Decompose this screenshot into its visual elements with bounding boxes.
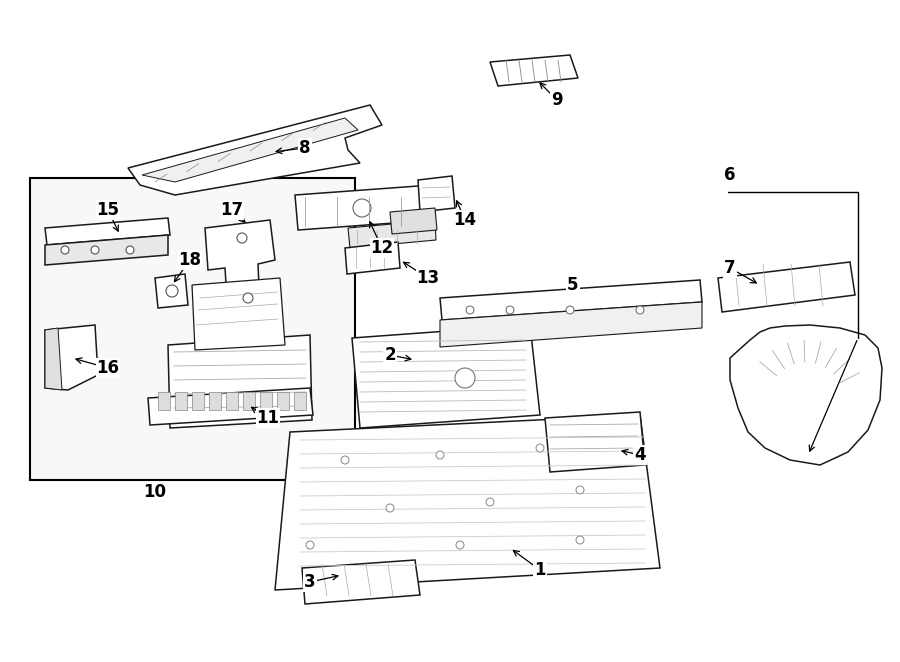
Polygon shape [352, 325, 540, 428]
Text: 17: 17 [220, 201, 244, 219]
Bar [192, 392, 204, 410]
Polygon shape [168, 335, 312, 428]
Text: 10: 10 [143, 483, 166, 501]
Polygon shape [418, 176, 455, 212]
Text: 5: 5 [567, 276, 579, 294]
Text: 14: 14 [454, 211, 477, 229]
Circle shape [353, 199, 371, 217]
Polygon shape [128, 105, 382, 195]
Text: 9: 9 [551, 91, 562, 109]
Circle shape [566, 306, 574, 314]
Circle shape [386, 504, 394, 512]
Bar [226, 392, 238, 410]
Bar [30, 178, 355, 480]
Polygon shape [302, 560, 420, 604]
Bar [294, 392, 306, 410]
Text: 12: 12 [371, 239, 393, 257]
Text: 11: 11 [256, 409, 280, 427]
Polygon shape [45, 218, 170, 245]
Text: 8: 8 [300, 139, 310, 157]
Bar [243, 392, 255, 410]
Text: 6: 6 [724, 166, 736, 184]
Circle shape [576, 486, 584, 494]
Circle shape [536, 444, 544, 452]
Polygon shape [295, 185, 435, 230]
Polygon shape [148, 388, 313, 425]
Circle shape [486, 498, 494, 506]
Bar [209, 392, 221, 410]
Text: 1: 1 [535, 561, 545, 579]
Circle shape [237, 233, 247, 243]
Polygon shape [490, 55, 578, 86]
Circle shape [61, 246, 69, 254]
Bar [175, 392, 187, 410]
Circle shape [243, 293, 253, 303]
Polygon shape [718, 262, 855, 312]
Polygon shape [155, 274, 188, 308]
Polygon shape [440, 280, 702, 320]
Text: 18: 18 [178, 251, 202, 269]
Bar [277, 392, 289, 410]
Polygon shape [730, 325, 882, 465]
Circle shape [636, 306, 644, 314]
Text: 4: 4 [634, 446, 646, 464]
Polygon shape [205, 220, 275, 315]
Text: 3: 3 [304, 573, 316, 591]
Circle shape [306, 541, 314, 549]
Bar [260, 392, 272, 410]
Circle shape [341, 456, 349, 464]
Polygon shape [45, 235, 168, 265]
Polygon shape [390, 208, 437, 234]
Polygon shape [192, 278, 285, 350]
Circle shape [436, 451, 444, 459]
Circle shape [456, 541, 464, 549]
Polygon shape [45, 325, 98, 390]
Polygon shape [142, 118, 358, 182]
Text: 16: 16 [96, 359, 120, 377]
Circle shape [455, 368, 475, 388]
Circle shape [91, 246, 99, 254]
Polygon shape [545, 412, 645, 472]
Circle shape [506, 306, 514, 314]
Text: 15: 15 [96, 201, 120, 219]
Text: 7: 7 [724, 259, 736, 277]
Circle shape [166, 285, 178, 297]
Polygon shape [275, 415, 660, 590]
Polygon shape [45, 328, 62, 390]
Polygon shape [348, 220, 436, 248]
Text: 13: 13 [417, 269, 439, 287]
Polygon shape [345, 242, 400, 274]
Circle shape [466, 306, 474, 314]
Polygon shape [440, 302, 702, 347]
Bar [158, 392, 170, 410]
Circle shape [576, 536, 584, 544]
Text: 2: 2 [384, 346, 396, 364]
Circle shape [126, 246, 134, 254]
